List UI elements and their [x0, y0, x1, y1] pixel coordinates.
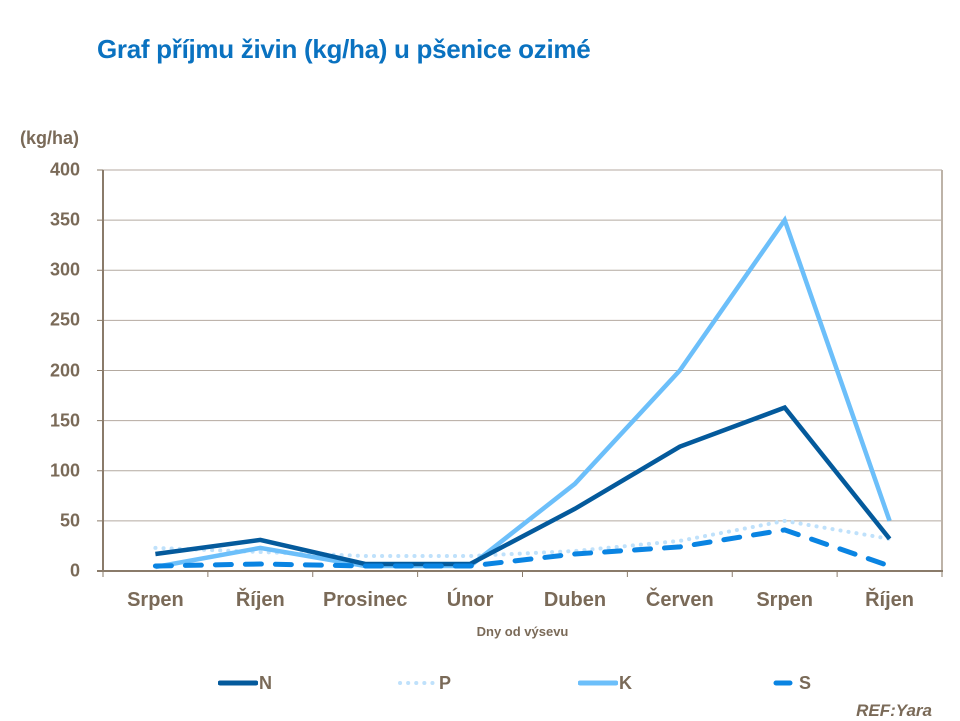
legend-label: N: [259, 672, 272, 693]
x-tick-label: Únor: [446, 589, 494, 611]
reference-note: REF:Yara: [856, 701, 932, 720]
x-tick-label: Srpen: [127, 589, 184, 611]
legend-swatch-k: [578, 680, 618, 686]
legend-swatch-n: [218, 680, 258, 686]
legend-label: K: [619, 672, 632, 693]
y-tick-label: 350: [49, 209, 80, 230]
x-tick-label: Srpen: [756, 589, 814, 611]
y-tick-label: 400: [49, 159, 80, 180]
legend-item-s: S: [758, 672, 811, 694]
y-tick-label: 0: [69, 560, 80, 581]
y-tick-label: 100: [49, 460, 80, 481]
y-axis-unit-label: (kg/ha): [20, 128, 80, 148]
y-tick-label: 50: [59, 510, 80, 531]
x-tick-label: Červen: [645, 589, 714, 611]
legend-item-p: P: [398, 672, 451, 694]
legend-item-k: K: [578, 672, 632, 694]
series-line-n: [155, 404, 892, 567]
legend-label: P: [439, 672, 452, 693]
x-tick-label: Říjen: [865, 589, 915, 611]
y-tick-label: 250: [49, 309, 80, 330]
series-line-s: [152, 527, 893, 569]
x-tick-label: Říjen: [235, 589, 285, 611]
y-tick-label: 300: [49, 259, 80, 280]
chart-title: Graf příjmu živin (kg/ha) u pšenice ozim…: [97, 34, 591, 64]
legend-swatch-p: [398, 681, 438, 685]
legend-item-n: N: [218, 672, 272, 694]
x-tick-label: Duben: [543, 589, 607, 611]
legend-swatch-s: [773, 680, 793, 686]
y-tick-label: 150: [49, 410, 80, 431]
x-axis-title: Dny od výsevu: [476, 624, 569, 639]
legend-label: S: [799, 672, 812, 693]
y-tick-label: 200: [49, 360, 80, 380]
x-tick-label: Prosinec: [322, 589, 408, 611]
series-line-k: [154, 215, 892, 570]
